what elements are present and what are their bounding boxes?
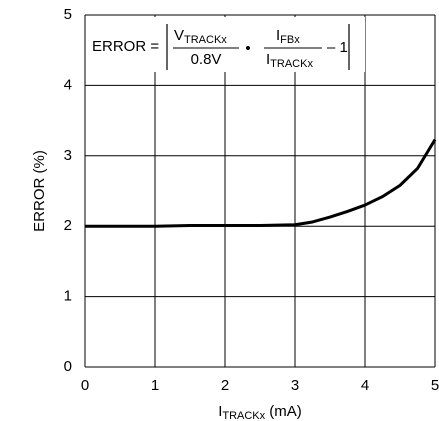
y-tick-label: 4: [64, 76, 72, 93]
t: I: [266, 51, 270, 68]
y-tick-label: 3: [64, 147, 72, 164]
x-tick-label: 5: [431, 377, 439, 394]
formula-box: [86, 17, 365, 72]
formula-dot: •: [245, 40, 250, 57]
x-tick-label: 2: [221, 377, 229, 394]
t: I: [276, 27, 280, 44]
x-label-sub: TRACKx: [222, 410, 265, 421]
x-label-unit: (mA): [265, 403, 302, 420]
x-tick-label: 3: [291, 377, 299, 394]
t: TRACKx: [184, 34, 227, 46]
y-tick-label: 1: [64, 288, 72, 305]
y-axis-label: ERROR (%): [31, 150, 48, 232]
y-tick-label: 5: [64, 6, 72, 23]
x-tick-label: 1: [151, 377, 159, 394]
formula: ERROR = VTRACKx 0.8V • IFBx ITRACKx – 1: [86, 17, 365, 72]
x-axis-label: ITRACKx (mA): [218, 403, 302, 421]
formula-den1: 0.8V: [191, 51, 222, 68]
formula-tail: – 1: [327, 39, 348, 56]
formula-num1: VTRACKx: [174, 27, 227, 46]
t: TRACKx: [270, 58, 313, 70]
formula-num2: IFBx: [276, 27, 300, 46]
formula-lhs: ERROR =: [92, 38, 159, 55]
formula-den2: ITRACKx: [266, 51, 313, 70]
data-line: [85, 138, 437, 228]
y-tick-label: 0: [64, 358, 72, 375]
t: FBx: [280, 34, 300, 46]
x-tick-label: 4: [361, 377, 369, 394]
x-tick-label: 0: [81, 377, 89, 394]
y-tick-label: 2: [64, 217, 72, 234]
t: V: [174, 27, 184, 44]
x-label-main: I: [218, 403, 222, 420]
